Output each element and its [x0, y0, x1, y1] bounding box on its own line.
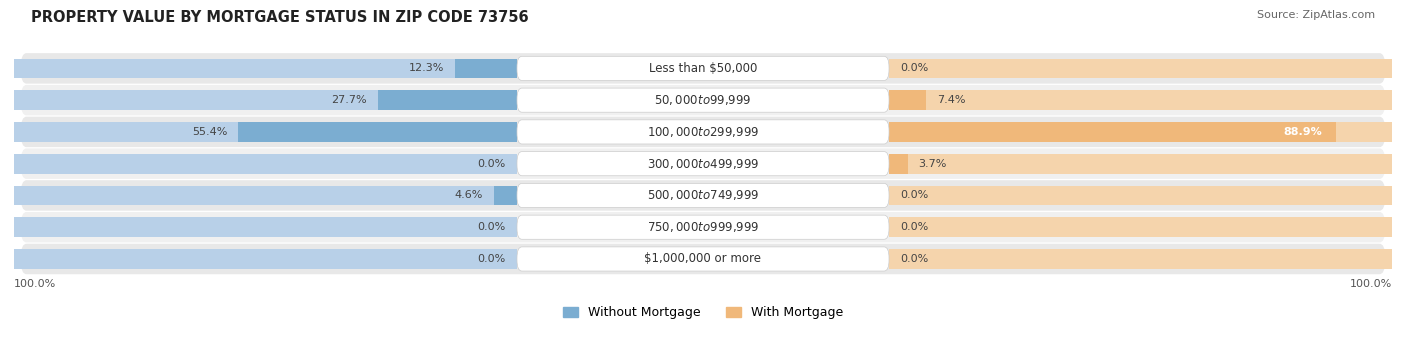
- Bar: [14, 217, 517, 237]
- FancyBboxPatch shape: [21, 180, 1385, 211]
- FancyBboxPatch shape: [517, 152, 889, 176]
- FancyBboxPatch shape: [517, 88, 889, 112]
- FancyBboxPatch shape: [517, 183, 889, 208]
- Text: 55.4%: 55.4%: [193, 127, 228, 137]
- Bar: [14, 186, 517, 205]
- Text: 0.0%: 0.0%: [900, 254, 928, 264]
- Text: 0.0%: 0.0%: [900, 190, 928, 201]
- Bar: [889, 154, 908, 174]
- Bar: [14, 249, 517, 269]
- FancyBboxPatch shape: [21, 148, 1385, 179]
- FancyBboxPatch shape: [517, 56, 889, 80]
- Bar: [14, 154, 517, 174]
- Text: 100.0%: 100.0%: [14, 279, 56, 289]
- Bar: [889, 217, 1392, 237]
- Bar: [239, 122, 517, 142]
- FancyBboxPatch shape: [21, 53, 1385, 84]
- Bar: [14, 122, 517, 142]
- Text: $500,000 to $749,999: $500,000 to $749,999: [647, 189, 759, 203]
- Text: 27.7%: 27.7%: [330, 95, 367, 105]
- Bar: [14, 59, 517, 78]
- FancyBboxPatch shape: [517, 120, 889, 144]
- Bar: [14, 90, 517, 110]
- Text: PROPERTY VALUE BY MORTGAGE STATUS IN ZIP CODE 73756: PROPERTY VALUE BY MORTGAGE STATUS IN ZIP…: [31, 10, 529, 25]
- Text: 0.0%: 0.0%: [900, 63, 928, 73]
- Bar: [378, 90, 517, 110]
- Legend: Without Mortgage, With Mortgage: Without Mortgage, With Mortgage: [558, 301, 848, 324]
- Bar: [889, 90, 1392, 110]
- Text: 88.9%: 88.9%: [1284, 127, 1322, 137]
- Text: 4.6%: 4.6%: [454, 190, 482, 201]
- Text: 0.0%: 0.0%: [478, 254, 506, 264]
- Text: Less than $50,000: Less than $50,000: [648, 62, 758, 75]
- FancyBboxPatch shape: [21, 117, 1385, 147]
- Bar: [889, 249, 1392, 269]
- Text: 3.7%: 3.7%: [918, 159, 948, 169]
- Text: Source: ZipAtlas.com: Source: ZipAtlas.com: [1257, 10, 1375, 20]
- Text: 0.0%: 0.0%: [478, 222, 506, 232]
- Bar: [889, 59, 1392, 78]
- FancyBboxPatch shape: [517, 215, 889, 239]
- Bar: [889, 90, 927, 110]
- Text: 7.4%: 7.4%: [938, 95, 966, 105]
- FancyBboxPatch shape: [21, 212, 1385, 242]
- Bar: [889, 122, 1336, 142]
- Text: $300,000 to $499,999: $300,000 to $499,999: [647, 157, 759, 171]
- Bar: [456, 59, 517, 78]
- FancyBboxPatch shape: [21, 244, 1385, 274]
- FancyBboxPatch shape: [21, 85, 1385, 115]
- Bar: [889, 186, 1392, 205]
- Text: 0.0%: 0.0%: [900, 222, 928, 232]
- Text: 100.0%: 100.0%: [1350, 279, 1392, 289]
- Bar: [494, 186, 517, 205]
- Text: 0.0%: 0.0%: [478, 159, 506, 169]
- Text: $1,000,000 or more: $1,000,000 or more: [644, 252, 762, 266]
- Text: $750,000 to $999,999: $750,000 to $999,999: [647, 220, 759, 234]
- FancyBboxPatch shape: [517, 247, 889, 271]
- Bar: [889, 122, 1392, 142]
- Text: 12.3%: 12.3%: [409, 63, 444, 73]
- Bar: [889, 154, 1392, 174]
- Text: $50,000 to $99,999: $50,000 to $99,999: [654, 93, 752, 107]
- Text: $100,000 to $299,999: $100,000 to $299,999: [647, 125, 759, 139]
